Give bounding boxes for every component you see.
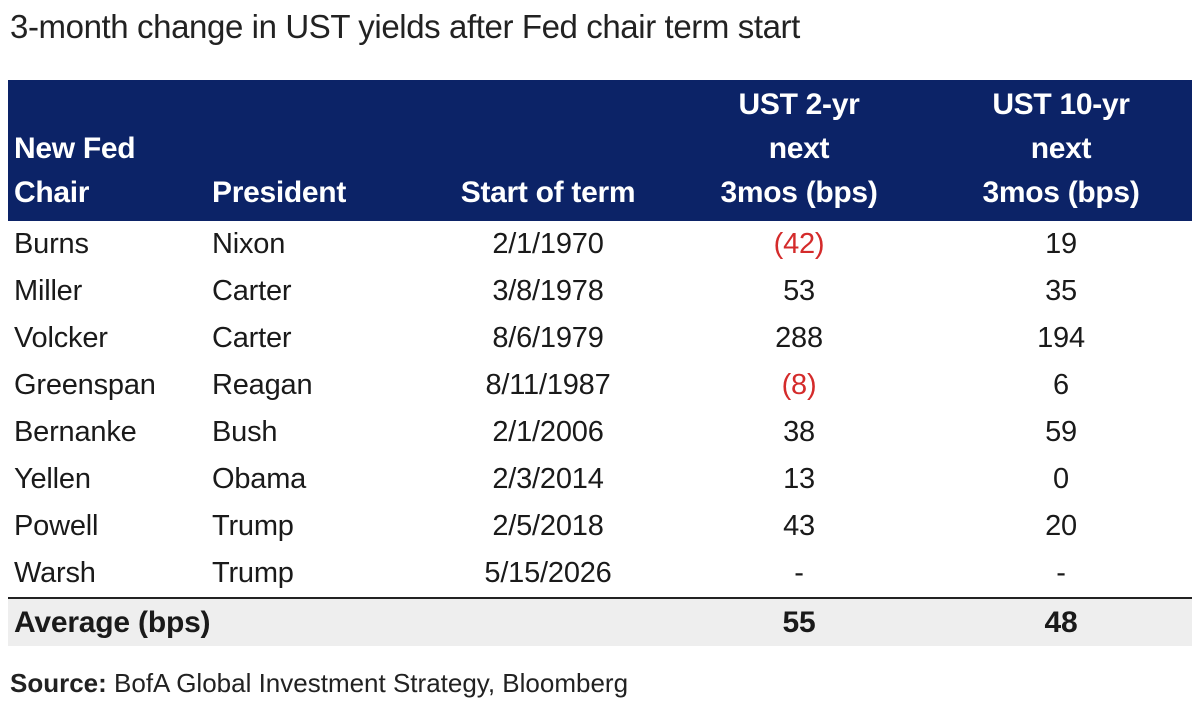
header-ust-2yr-line-3: 3mos (bps) <box>720 176 878 209</box>
cell-ust-2yr: 38 <box>783 416 815 448</box>
cell-start-of-term: 5/15/2026 <box>484 557 612 589</box>
cell-ust-10yr: 6 <box>1053 369 1069 401</box>
cell-start-of-term: 2/3/2014 <box>492 463 604 495</box>
average-ust-10yr: 48 <box>930 597 1192 646</box>
table-row: Yellen Obama 2/3/2014 13 0 <box>8 456 1192 503</box>
average-label: Average (bps) <box>8 597 668 646</box>
cell-ust-2yr: 43 <box>783 510 815 542</box>
cell-chair: Bernanke <box>14 416 137 448</box>
header-chair-line-2: Chair <box>14 176 90 209</box>
header-start-of-term: Start of term <box>428 80 668 221</box>
cell-start-of-term: 8/6/1979 <box>492 322 604 354</box>
cell-president: Obama <box>212 463 307 495</box>
cell-ust-2yr: 13 <box>783 463 815 495</box>
average-row: Average (bps) 55 48 <box>8 597 1192 646</box>
cell-chair: Powell <box>14 510 99 542</box>
cell-start-of-term: 3/8/1978 <box>492 275 604 307</box>
table-row: Warsh Trump 5/15/2026 - - <box>8 550 1192 598</box>
cell-chair: Warsh <box>14 557 96 589</box>
header-ust-2yr: UST 2-yr next 3mos (bps) <box>668 80 930 221</box>
source-note: Source: BofA Global Investment Strategy,… <box>10 668 628 699</box>
cell-ust-2yr: (8) <box>781 369 817 401</box>
cell-president: Reagan <box>212 369 313 401</box>
table-row: Bernanke Bush 2/1/2006 38 59 <box>8 409 1192 456</box>
cell-chair: Miller <box>14 275 83 307</box>
cell-president: Carter <box>212 322 292 354</box>
cell-chair: Yellen <box>14 463 91 495</box>
table-row: Miller Carter 3/8/1978 53 35 <box>8 268 1192 315</box>
header-ust-10yr-line-1: UST 10-yr <box>992 88 1130 121</box>
average-ust-2yr: 55 <box>668 597 930 646</box>
fed-chair-yield-table: New Fed Chair President Start of term US… <box>8 80 1192 646</box>
cell-start-of-term: 2/5/2018 <box>492 510 604 542</box>
cell-president: Nixon <box>212 228 286 260</box>
cell-president: Bush <box>212 416 278 448</box>
header-ust-2yr-line-2: next <box>768 132 830 165</box>
cell-ust-2yr: - <box>794 557 804 589</box>
cell-start-of-term: 2/1/2006 <box>492 416 604 448</box>
table-body: Burns Nixon 2/1/1970 (42) 19 Miller Cart… <box>8 221 1192 646</box>
cell-president: Trump <box>212 510 294 542</box>
table-row: Burns Nixon 2/1/1970 (42) 19 <box>8 221 1192 268</box>
cell-ust-2yr: 288 <box>775 322 823 354</box>
chart-title: 3-month change in UST yields after Fed c… <box>10 8 800 45</box>
header-ust-10yr-line-3: 3mos (bps) <box>982 176 1140 209</box>
cell-ust-10yr: 19 <box>1045 228 1077 260</box>
header-ust-2yr-line-1: UST 2-yr <box>738 88 860 121</box>
cell-ust-10yr: - <box>1056 557 1066 589</box>
header-chair: New Fed Chair <box>8 80 206 221</box>
cell-start-of-term: 8/11/1987 <box>485 369 611 401</box>
cell-ust-10yr: 35 <box>1045 275 1077 307</box>
header-president: President <box>206 80 428 221</box>
cell-chair: Volcker <box>14 322 108 354</box>
cell-ust-10yr: 20 <box>1045 510 1077 542</box>
source-text: BofA Global Investment Strategy, Bloombe… <box>106 668 629 698</box>
cell-ust-2yr: 53 <box>783 275 815 307</box>
header-ust-10yr-line-2: next <box>1030 132 1092 165</box>
header-chair-line-1: New Fed <box>14 132 136 165</box>
cell-chair: Burns <box>14 228 89 260</box>
cell-ust-10yr: 0 <box>1053 463 1069 495</box>
cell-president: Carter <box>212 275 292 307</box>
cell-ust-10yr: 59 <box>1045 416 1077 448</box>
cell-president: Trump <box>212 557 294 589</box>
table-row: Greenspan Reagan 8/11/1987 (8) 6 <box>8 362 1192 409</box>
cell-chair: Greenspan <box>14 369 156 401</box>
table-row: Powell Trump 2/5/2018 43 20 <box>8 503 1192 550</box>
header-row: New Fed Chair President Start of term US… <box>8 80 1192 221</box>
cell-ust-2yr: (42) <box>773 228 825 260</box>
cell-start-of-term: 2/1/1970 <box>492 228 604 260</box>
table-row: Volcker Carter 8/6/1979 288 194 <box>8 315 1192 362</box>
header-ust-10yr: UST 10-yr next 3mos (bps) <box>930 80 1192 221</box>
cell-ust-10yr: 194 <box>1037 322 1085 354</box>
source-label: Source: <box>10 668 107 698</box>
